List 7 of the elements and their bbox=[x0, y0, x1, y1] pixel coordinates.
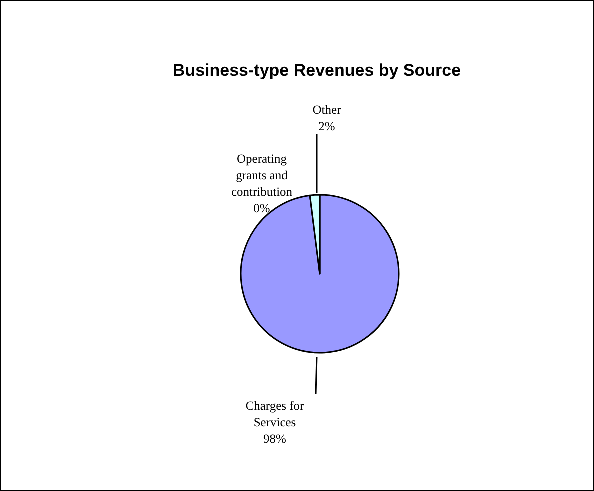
data-label: 2% bbox=[318, 120, 336, 134]
category-label: Operating grants and contribution bbox=[231, 152, 293, 199]
text: 0% bbox=[254, 202, 270, 216]
slice-label: Other bbox=[312, 103, 342, 117]
chart-title: Business-type Revenues by Source bbox=[172, 61, 462, 80]
slice-label: Charges for Services bbox=[246, 399, 306, 430]
data-label: 98% bbox=[264, 432, 286, 446]
